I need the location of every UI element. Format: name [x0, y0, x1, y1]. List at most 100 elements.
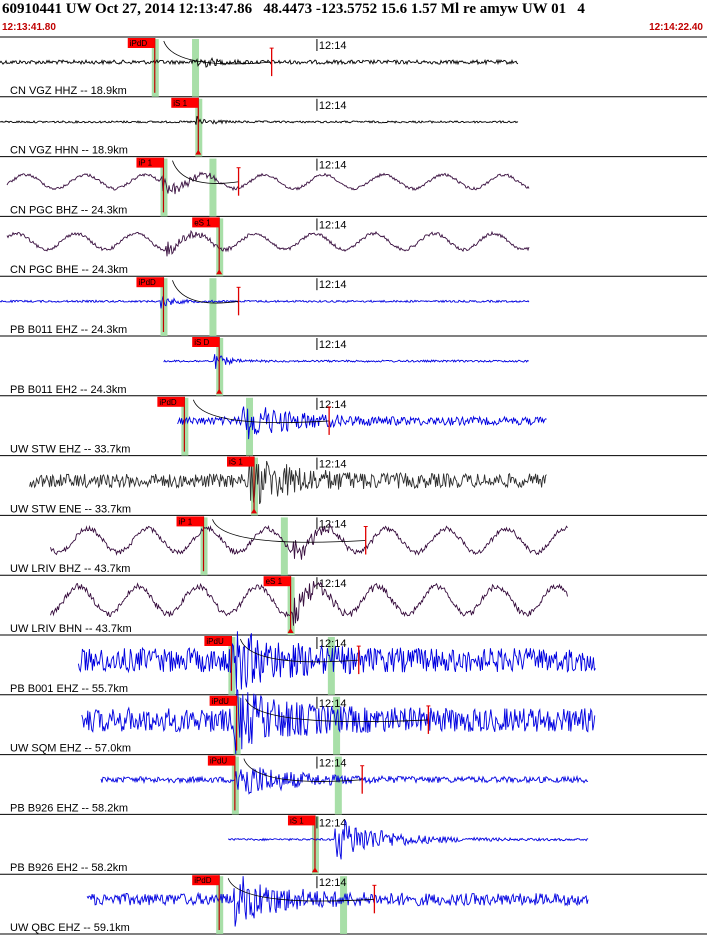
waveform — [81, 687, 596, 755]
minute-label: 12:14 — [319, 40, 347, 52]
trace-label: PB B011 EHZ -- 24.3km — [10, 324, 127, 336]
secondary-band — [333, 696, 341, 755]
minute-label: 12:14 — [319, 877, 347, 889]
trace-label: UW SQM EHZ -- 57.0km — [10, 743, 131, 755]
pick-box — [157, 396, 185, 407]
waveform — [100, 767, 589, 795]
pick-box — [192, 217, 220, 228]
pick-box — [227, 456, 255, 467]
minute-label: 12:14 — [319, 219, 347, 231]
secondary-band — [280, 517, 288, 576]
trace-label: UW LRIV BHN -- 43.7km — [10, 623, 132, 635]
pick-box — [171, 97, 199, 108]
minute-label: 12:14 — [319, 279, 347, 291]
travel-curve — [172, 160, 239, 184]
pick-box — [287, 815, 315, 826]
pick-label: eS 1 — [266, 577, 283, 586]
secondary-band — [340, 876, 348, 934]
trace-label: PB B926 EHZ -- 58.2km — [10, 802, 128, 814]
pick-label: iPdU — [210, 757, 228, 766]
pick-box — [192, 875, 220, 886]
pick-box — [207, 755, 235, 766]
waveform — [0, 296, 530, 309]
pick-label: iS 1 — [173, 99, 187, 108]
waveform — [6, 229, 530, 257]
trace-label: UW LRIV BHZ -- 43.7km — [10, 563, 130, 575]
pick-label: iS 1 — [229, 458, 243, 467]
pick-triangle — [311, 867, 318, 873]
pick-box — [136, 157, 164, 168]
pick-box — [192, 337, 220, 347]
pick-label: iPdD — [159, 398, 177, 407]
minute-label: 12:14 — [319, 578, 347, 590]
trace-label: PB B926 EH2 -- 58.2km — [10, 862, 127, 874]
waveform — [77, 631, 596, 690]
travel-curve — [212, 519, 366, 543]
pick-triangle — [287, 628, 294, 633]
minute-label: 12:14 — [319, 638, 347, 650]
waveform — [0, 115, 519, 125]
pick-triangle — [195, 149, 202, 155]
start-time: 12:13:41.80 — [2, 22, 56, 33]
travel-curve — [192, 399, 330, 424]
pick-label: iP 1 — [138, 159, 152, 168]
secondary-band — [327, 637, 335, 695]
travel-curve — [240, 638, 359, 663]
pick-label: iPdD — [130, 39, 148, 48]
pick-label: iPdD — [138, 278, 156, 287]
travel-curve — [172, 280, 239, 304]
waveform — [163, 354, 529, 369]
waveform — [6, 171, 530, 195]
trace-label: PB B001 EHZ -- 55.7km — [10, 683, 128, 695]
waveform — [177, 406, 547, 440]
trace-label: CN PGC BHZ -- 24.3km — [10, 204, 127, 216]
pick-box — [127, 38, 155, 48]
minute-label: 12:14 — [319, 698, 347, 710]
travel-curve — [163, 40, 272, 65]
trace-label: CN VGZ HHN -- 18.9km — [10, 145, 128, 157]
pick-triangle — [216, 269, 223, 275]
secondary-band — [334, 756, 342, 815]
pick-label: iS D — [194, 338, 209, 347]
trace-label: UW QBC EHZ -- 59.1km — [10, 922, 130, 934]
minute-label: 12:14 — [319, 459, 347, 471]
trace-label: PB B011 EH2 -- 24.3km — [10, 384, 127, 396]
pick-label: iPdD — [194, 876, 212, 885]
travel-curve — [243, 758, 363, 782]
trace-label: UW STW ENE -- 33.7km — [10, 503, 131, 515]
pick-label: iPdU — [206, 637, 224, 646]
waveform — [29, 456, 547, 505]
minute-label: 12:14 — [319, 817, 347, 829]
pick-box — [209, 695, 237, 706]
pick-box — [136, 277, 164, 288]
travel-curve — [227, 878, 375, 902]
event-title: 60910441 UW Oct 27, 2014 12:13:47.86 48.… — [2, 1, 585, 17]
minute-label: 12:14 — [319, 160, 347, 172]
pick-triangle — [251, 508, 258, 514]
waveform — [50, 581, 568, 626]
pick-box — [263, 576, 291, 587]
waveform — [50, 523, 568, 560]
trace-label: UW STW EHZ -- 33.7km — [10, 444, 130, 456]
end-time: 12:14:22.40 — [649, 22, 703, 33]
pick-label: eS 1 — [194, 218, 211, 227]
minute-label: 12:14 — [319, 399, 347, 411]
trace-label: CN VGZ HHZ -- 18.9km — [10, 85, 127, 97]
minute-label: 12:14 — [319, 758, 347, 770]
secondary-band — [209, 278, 217, 336]
minute-label: 12:14 — [319, 100, 347, 112]
trace-label: CN PGC BHE -- 24.3km — [10, 264, 128, 276]
pick-box — [176, 516, 204, 527]
waveform — [228, 819, 589, 860]
pick-triangle — [216, 388, 223, 394]
secondary-band — [192, 39, 200, 97]
pick-label: iS 1 — [290, 816, 304, 825]
pick-label: iP 1 — [179, 517, 193, 526]
minute-label: 12:14 — [319, 518, 347, 530]
secondary-band — [209, 158, 217, 217]
travel-curve — [245, 698, 429, 723]
pick-label: iPdU — [212, 697, 230, 706]
minute-label: 12:14 — [319, 339, 347, 351]
